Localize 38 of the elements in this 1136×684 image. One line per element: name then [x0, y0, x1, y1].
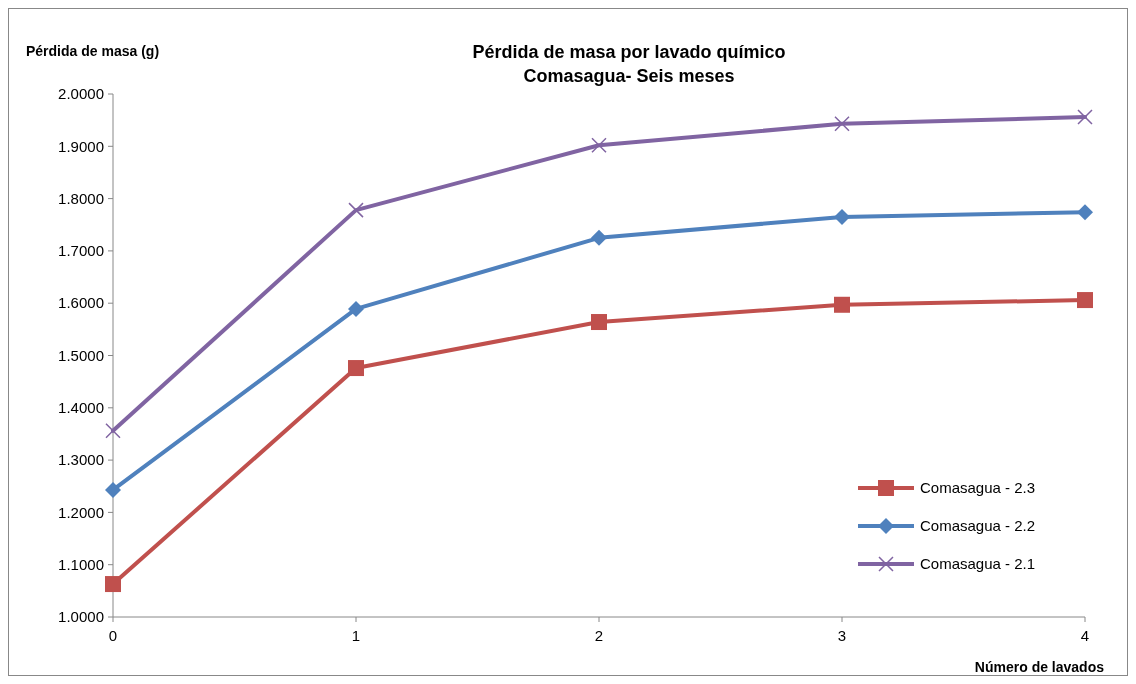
chart-subtitle: Comasagua- Seis meses: [523, 66, 735, 86]
point: [348, 300, 364, 317]
point: [834, 296, 850, 313]
y-axis-title: Pérdida de masa (g): [26, 43, 160, 59]
point: [105, 423, 121, 439]
x-tick-label: 3: [837, 627, 847, 644]
y-tick-label: 1.8000: [58, 189, 104, 207]
legend-label: Comasagua - 2.3: [920, 479, 1036, 497]
point: [591, 314, 607, 331]
y-tick-label: 2.0000: [58, 85, 104, 103]
point: [348, 360, 364, 377]
y-tick-label: 1.0000: [58, 608, 104, 626]
point: [834, 208, 850, 225]
y-tick-label: 1.9000: [58, 137, 104, 155]
x-tick-label: 1: [351, 627, 361, 644]
chart-title: Pérdida de masa por lavado químico: [472, 42, 786, 62]
point: [1077, 204, 1093, 221]
point: [348, 202, 364, 218]
point: [834, 116, 850, 132]
y-tick-label: 1.6000: [58, 294, 104, 312]
y-tick-label: 1.5000: [58, 346, 104, 364]
point: [1077, 292, 1093, 309]
y-tick-label: 1.4000: [58, 399, 104, 417]
point: [105, 481, 121, 498]
point: [591, 137, 607, 153]
point: [105, 576, 121, 593]
y-tick-label: 1.2000: [58, 503, 104, 521]
y-tick-label: 1.7000: [58, 242, 104, 260]
y-tick-label: 1.1000: [58, 555, 104, 573]
y-tick-label: 1.3000: [58, 451, 104, 469]
x-axis-title: Número de lavados: [974, 659, 1105, 675]
point: [1077, 109, 1093, 125]
x-tick-label: 4: [1080, 627, 1090, 644]
point: [591, 229, 607, 246]
legend-label: Comasagua - 2.2: [920, 517, 1036, 535]
x-tick-label: 2: [594, 627, 604, 644]
x-tick-label: 0: [108, 627, 118, 644]
legend-label: Comasagua - 2.1: [920, 555, 1036, 573]
